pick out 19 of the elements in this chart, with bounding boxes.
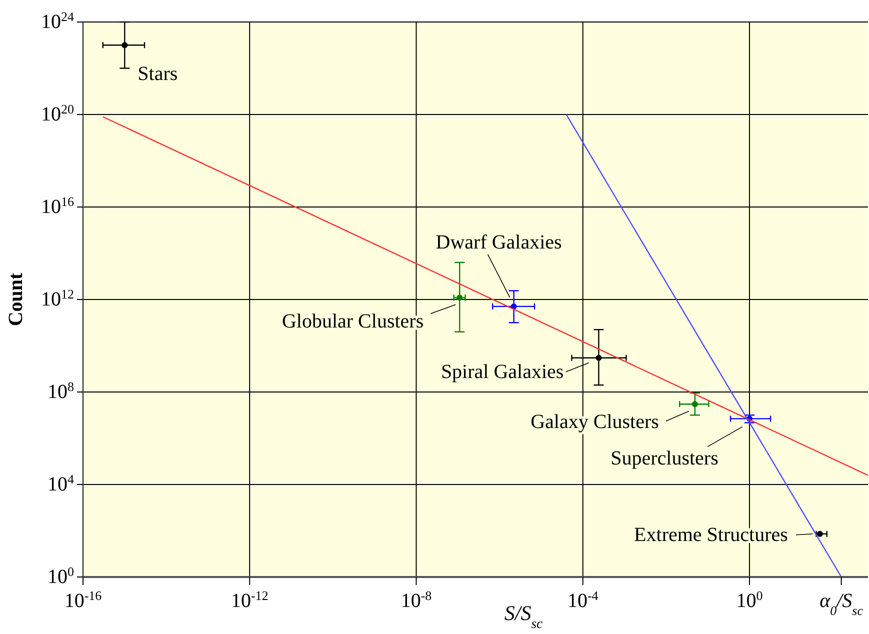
y-tick-label: 10$^{8}$ (48, 378, 74, 403)
x-tick-label: 10$^{0}$ (736, 588, 763, 612)
y-tick-label: 10$^{4}$ (48, 471, 74, 496)
x-axis-title: S/S$_{sc}$ (504, 601, 543, 630)
x-tick-label: 10$^{-4}$ (567, 588, 599, 612)
x-tick-label: 10$^{-16}$ (64, 588, 102, 612)
y-tick-label: 10$^{12}$ (41, 286, 74, 310)
y-axis-title: Count (5, 272, 27, 326)
y-tick-label: 10$^{24}$ (41, 8, 74, 33)
y-tick-label: 10$^{0}$ (48, 564, 74, 588)
annotation: Dwarf Galaxies (436, 231, 562, 254)
x-tick-label: 10$^{-8}$ (400, 588, 432, 612)
annotation: α$_{0}$/S$_{sc}$ (820, 590, 864, 618)
x-tick-label: 10$^{-12}$ (230, 588, 268, 612)
annotation: Spiral Galaxies (440, 360, 564, 383)
annotation: Superclusters (610, 448, 719, 470)
y-tick-label: 10$^{16}$ (41, 194, 74, 218)
annotation: Stars (138, 63, 178, 86)
y-tick-label: 10$^{20}$ (41, 101, 74, 126)
